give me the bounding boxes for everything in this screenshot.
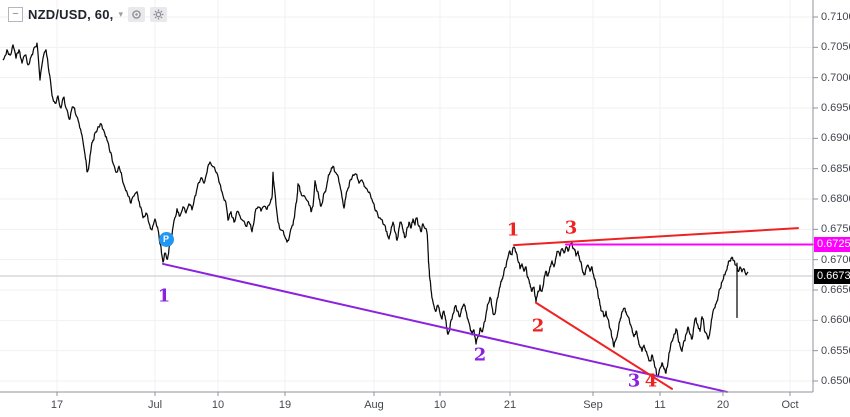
time-axis[interactable]: 17 Jul 10 19 Aug 10 21 Sep 11 20 Oct	[0, 392, 850, 417]
time-axis-label: 10	[433, 399, 447, 411]
time-axis-label: 17	[50, 399, 64, 411]
time-axis-label: 21	[503, 399, 517, 411]
legend-collapse-icon[interactable]: −	[8, 7, 23, 22]
time-axis-label: Oct	[781, 399, 799, 411]
red-rising-trendline[interactable]	[513, 227, 799, 247]
wave-count-label-red-2[interactable]: 2	[531, 315, 545, 337]
legend: − NZD/USD, 60, ▾	[8, 7, 168, 22]
price-series-path	[2, 42, 749, 378]
level-price-tag: 0.6725	[814, 237, 850, 252]
wave-count-label-red-4[interactable]: 4	[644, 370, 658, 392]
wave-count-label-red-3[interactable]: 3	[564, 217, 578, 239]
chevron-down-icon[interactable]: ▾	[118, 9, 124, 19]
purple-support-trendline[interactable]	[162, 262, 728, 393]
time-axis-label: 10	[211, 399, 225, 411]
wave-count-label-purple-3[interactable]: 3	[627, 370, 641, 392]
time-axis-label: Jul	[147, 399, 163, 411]
symbol-title[interactable]: NZD/USD, 60,	[28, 7, 114, 22]
price-axis-label: 0.6500	[821, 375, 850, 387]
position-marker[interactable]: P	[158, 231, 174, 247]
wave-count-label-red-1[interactable]: 1	[506, 219, 520, 241]
wave-count-label-purple-1[interactable]: 1	[157, 285, 171, 307]
time-axis-label: Aug	[364, 399, 384, 411]
red-falling-trendline[interactable]	[535, 301, 673, 390]
time-axis-label: 19	[278, 399, 292, 411]
time-axis-label: Sep	[583, 399, 603, 411]
time-axis-label: 11	[654, 399, 666, 411]
gear-icon[interactable]	[150, 7, 168, 22]
time-axis-label: 20	[716, 399, 730, 411]
wave-count-label-purple-2[interactable]: 2	[473, 344, 487, 366]
position-marker-label: P	[162, 234, 169, 244]
last-price-tag: 0.6673	[814, 268, 850, 284]
visibility-icon[interactable]	[128, 7, 146, 22]
